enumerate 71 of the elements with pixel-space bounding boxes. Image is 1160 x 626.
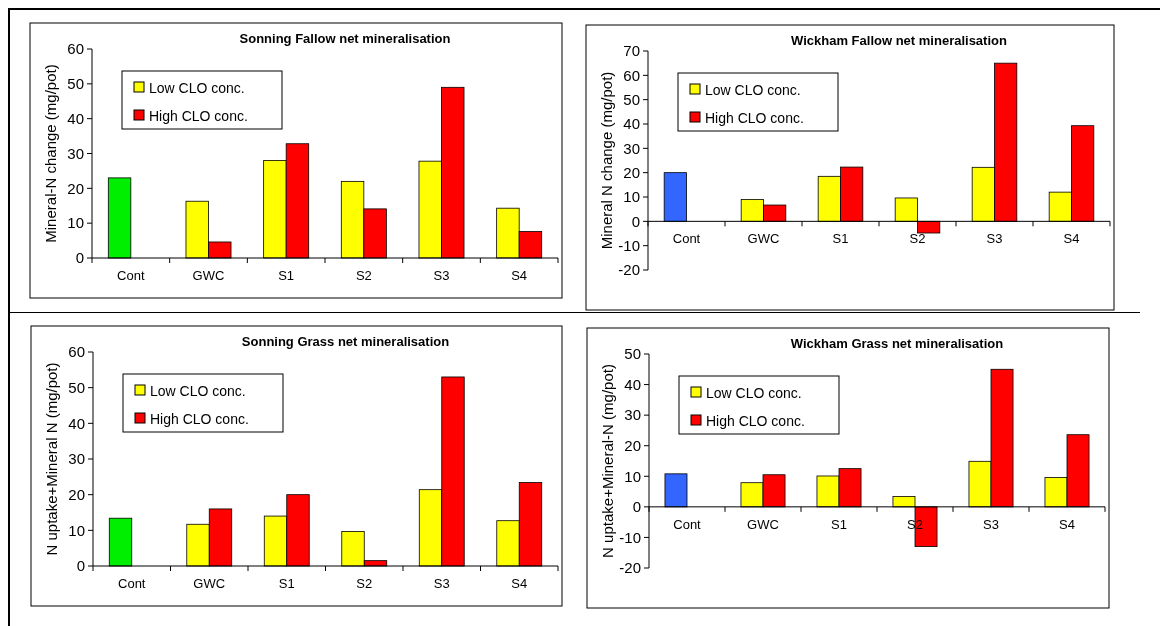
legend-label: Low CLO conc. [150, 382, 246, 399]
legend-label: High CLO conc. [150, 410, 249, 427]
y-tick-label: 10 [68, 521, 85, 539]
y-axis-title: N uptake+Mineral-N (mg/pot) [599, 364, 616, 558]
y-tick-label: 0 [76, 557, 85, 575]
x-tick-label: S4 [511, 576, 528, 591]
x-tick-label: Cont [673, 516, 702, 532]
y-tick-label: 10 [624, 467, 641, 485]
legend-label: High CLO conc. [706, 412, 805, 429]
x-tick-label: S3 [986, 231, 1003, 247]
y-tick-label: 10 [623, 188, 640, 206]
x-tick-label: S3 [433, 576, 450, 591]
x-tick-label: S1 [831, 516, 847, 532]
y-axis-title: Mineral-N change (mg/pot) [42, 64, 59, 243]
x-tick-label: S1 [832, 231, 849, 247]
y-tick-label: 40 [624, 375, 641, 393]
y-tick-label: 60 [68, 343, 85, 361]
y-tick-label: 20 [67, 179, 84, 197]
x-tick-label: S2 [909, 231, 926, 247]
y-tick-label: 40 [623, 115, 640, 133]
x-tick-label: S4 [511, 268, 528, 283]
y-tick-label: 20 [624, 436, 641, 454]
legend-label: Low CLO conc. [149, 79, 245, 96]
y-axis-title: Mineral N change (mg/pot) [598, 71, 615, 250]
y-tick-label: -20 [619, 559, 641, 577]
y-tick-label: 60 [623, 66, 640, 84]
x-tick-label: GWC [747, 516, 779, 532]
x-tick-label: Cont [117, 268, 145, 283]
y-tick-label: 0 [632, 498, 641, 516]
y-tick-label: -10 [618, 236, 640, 254]
y-tick-label: 10 [67, 214, 84, 232]
chart-title: Sonning Fallow net mineralisation [239, 31, 451, 46]
y-tick-label: 50 [623, 90, 640, 108]
legend-label: High CLO conc. [705, 109, 804, 126]
x-tick-label: S2 [356, 576, 373, 591]
x-tick-label: S1 [278, 268, 295, 283]
y-tick-label: 30 [623, 139, 640, 157]
y-tick-label: 0 [631, 212, 640, 230]
y-tick-label: 20 [68, 485, 85, 503]
x-tick-label: S4 [1063, 231, 1080, 247]
x-tick-label: GWC [747, 231, 780, 247]
x-tick-label: Cont [672, 231, 701, 247]
y-tick-label: 50 [624, 345, 641, 363]
legend-label: Low CLO conc. [706, 384, 802, 401]
x-tick-label: S3 [433, 268, 450, 283]
y-tick-label: 40 [68, 414, 85, 432]
chart-title: Wickham Fallow net mineralisation [791, 33, 1007, 48]
x-tick-label: S1 [278, 576, 295, 591]
legend-label: High CLO conc. [149, 107, 248, 124]
x-tick-label: S3 [983, 516, 999, 532]
y-tick-label: 30 [624, 406, 641, 424]
y-tick-label: 70 [623, 42, 640, 60]
y-tick-label: 0 [75, 249, 84, 267]
y-tick-label: -10 [619, 528, 641, 546]
x-tick-label: GWC [192, 268, 225, 283]
x-tick-label: GWC [193, 576, 226, 591]
y-tick-label: 30 [67, 144, 84, 162]
y-tick-label: 50 [68, 378, 85, 396]
x-tick-label: S2 [355, 268, 372, 283]
legend-label: Low CLO conc. [705, 81, 801, 98]
y-tick-label: 20 [623, 163, 640, 181]
chart-title: Wickham Grass net mineralisation [790, 336, 1004, 351]
x-tick-label: S4 [1059, 516, 1075, 532]
y-tick-label: 50 [67, 75, 84, 93]
y-tick-label: 30 [68, 450, 85, 468]
y-axis-title: N uptake+Mineral N (mg/pot) [43, 362, 60, 556]
y-tick-label: 40 [67, 109, 84, 127]
y-tick-label: 60 [67, 40, 84, 58]
chart-title: Sonning Grass net mineralisation [241, 334, 450, 349]
y-tick-label: -20 [618, 261, 640, 279]
x-tick-label: Cont [118, 576, 146, 591]
